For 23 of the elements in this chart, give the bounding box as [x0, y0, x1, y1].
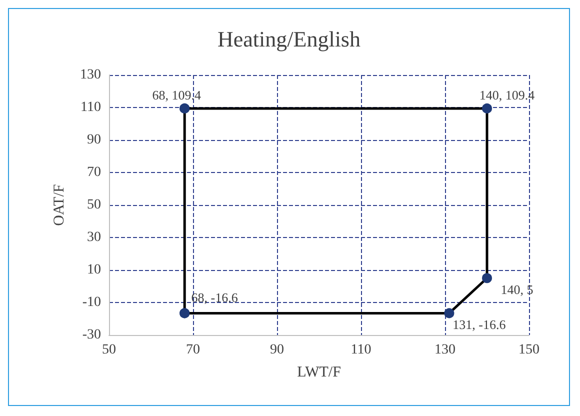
y-axis-title: OAT/F	[52, 184, 68, 226]
y-tick-label: -10	[82, 295, 101, 310]
chart-title: Heating/English	[218, 26, 360, 52]
y-tick-label: 10	[87, 262, 101, 278]
y-tick-label: 50	[87, 198, 101, 212]
y-tick-label: 30	[87, 230, 101, 245]
x-tick-label: 130	[434, 342, 456, 358]
y-tick-label: -30	[82, 328, 101, 342]
x-tick-label: 150	[518, 342, 540, 358]
annotation: 68, 109.4	[152, 87, 202, 102]
annotation: 68, -16.6	[191, 290, 238, 306]
x-tick-label: 90	[270, 342, 284, 358]
annotation: 140, 5	[500, 282, 534, 298]
y-tick-label: 110	[80, 100, 101, 115]
x-tick-label: 50	[102, 342, 116, 358]
x-tick-label: 70	[186, 342, 200, 358]
y-tick-label: 70	[87, 165, 101, 180]
annotation: 140, 109.4	[479, 87, 536, 102]
y-tick-label: 130	[80, 68, 101, 82]
annotation: 131, -16.6	[452, 317, 506, 332]
y-tick-label: 90	[87, 132, 101, 148]
x-tick-label: 110	[350, 342, 372, 358]
x-axis-title: LWT/F	[297, 364, 341, 380]
